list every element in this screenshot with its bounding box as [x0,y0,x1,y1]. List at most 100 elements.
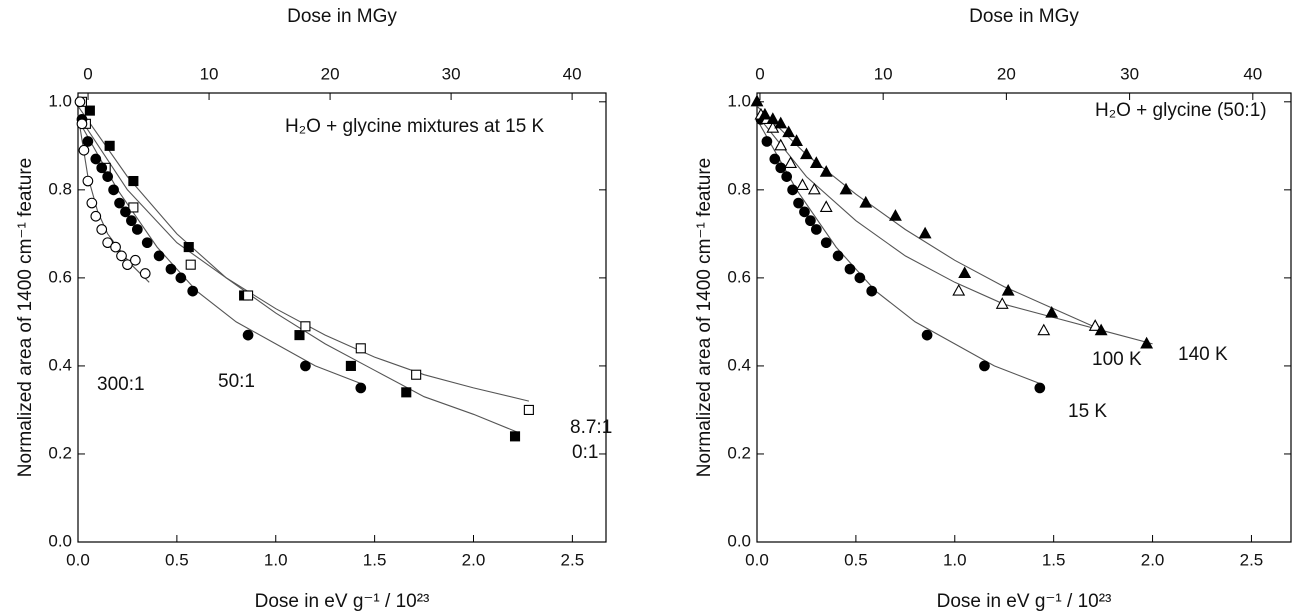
marker [769,153,781,165]
marker [116,250,127,262]
marker [799,206,810,218]
y-tick-label: 0.2 [48,443,72,462]
annotation: H₂O + glycine mixtures at 15 K [285,116,545,137]
marker [243,290,254,301]
x-tick-label: 2.0 [462,550,486,569]
x-tick-label: 1.5 [363,550,387,569]
x-tick-label: 0.5 [165,550,189,569]
series-label: 100 K [1092,349,1142,370]
marker [1140,336,1154,349]
annotation: H₂O + glycine (50:1) [1095,100,1267,121]
marker [758,107,772,120]
fit-line [756,105,1153,345]
marker [766,112,780,124]
marker [761,136,773,147]
marker [784,156,798,168]
marker [839,182,853,195]
marker [76,118,88,130]
marker [1088,319,1102,331]
marker [844,263,856,275]
x2-tick-label: 40 [563,64,582,83]
x2-axis-label: Dose in MGy [969,6,1079,27]
marker [807,182,821,195]
marker [153,250,165,262]
x2-axis-label: Dose in MGy [287,6,397,27]
series-label: 8.7:1 [570,417,612,438]
marker [809,156,823,168]
marker [300,360,311,372]
marker [800,147,813,160]
marker [1001,283,1015,296]
marker [90,210,102,222]
marker [774,116,788,129]
y-tick-label: 0.6 [727,267,751,286]
y-tick-label: 0.6 [48,267,72,286]
x-tick-label: 2.5 [1240,550,1264,569]
marker [921,329,933,341]
x-tick-label: 1.5 [1042,550,1066,569]
marker [108,184,119,196]
marker [952,283,966,296]
marker [102,171,114,182]
marker [790,134,803,146]
x-tick-label: 1.0 [943,550,967,569]
marker [775,162,787,174]
marker [96,162,108,174]
marker [90,153,102,165]
y-tick-label: 0.8 [727,179,751,198]
y-axis-label: Normalized area of 1400 cm⁻¹ feature [694,158,715,477]
x2-tick-label: 30 [442,64,461,83]
marker [819,165,833,177]
marker [805,215,816,227]
x2-tick-label: 40 [1243,64,1262,83]
marker [832,250,844,262]
plot-frame [756,92,1292,543]
marker [122,259,133,271]
marker [242,329,254,341]
marker [120,206,131,218]
marker [294,330,305,341]
x2-tick-label: 30 [1120,64,1139,83]
marker [187,285,199,297]
series-label: 300:1 [97,374,145,395]
series-label: 0:1 [572,442,598,463]
marker [401,387,412,398]
plot-frame [77,92,607,543]
marker [1037,323,1051,336]
marker [1034,382,1046,394]
marker [104,140,115,151]
marker [300,321,311,332]
fit-line [77,114,530,402]
marker [183,242,194,253]
marker [82,136,94,147]
marker [889,209,902,221]
marker [979,360,990,372]
marker [84,105,95,116]
y-tick-label: 0.0 [48,531,72,550]
marker [128,202,139,213]
marker [110,241,121,253]
y-tick-label: 0.8 [48,179,72,198]
y-tick-label: 0.4 [48,355,72,374]
series-label: 50:1 [218,371,255,392]
marker [129,254,141,266]
y-tick-label: 1.0 [48,91,72,110]
marker [859,195,873,208]
marker [96,224,108,235]
marker [820,237,832,249]
marker [175,272,187,284]
series-label: 140 K [1178,344,1228,365]
x-tick-label: 0.0 [66,550,90,569]
marker [782,125,796,138]
marker [774,138,788,151]
marker [355,382,367,394]
marker [781,171,793,182]
marker [74,96,86,108]
marker [131,224,143,235]
x-tick-label: 1.0 [264,550,288,569]
x-tick-label: 2.0 [1141,550,1165,569]
marker [165,263,177,275]
marker [139,268,151,279]
marker [78,144,90,156]
